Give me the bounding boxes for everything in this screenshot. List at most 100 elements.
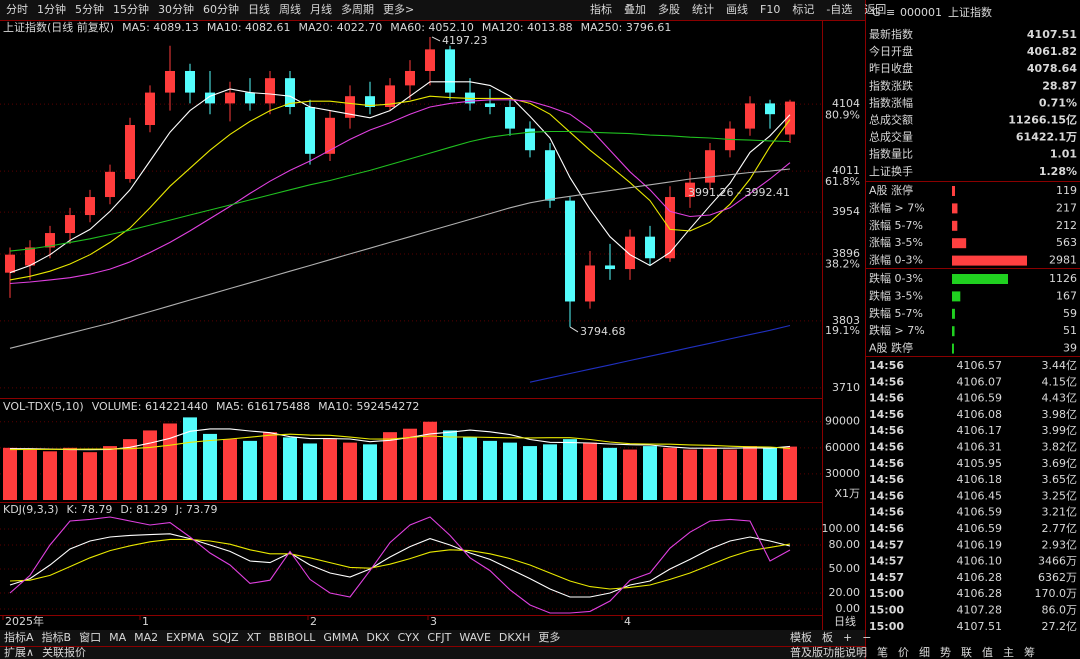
tick-time: 14:56 <box>869 506 904 519</box>
indicator-tab[interactable]: DKX <box>366 631 390 644</box>
candle-body <box>185 70 195 93</box>
breadth-bar <box>952 203 958 214</box>
tick-volume: 3.82亿 <box>1042 441 1078 454</box>
period-tab[interactable]: 60分钟 <box>203 2 239 16</box>
footer-button[interactable]: 主 <box>1003 646 1014 659</box>
footer-link[interactable]: 关联报价 <box>42 645 86 659</box>
panel-tab[interactable]: − <box>862 631 871 644</box>
footer-button[interactable]: 细 <box>919 646 930 659</box>
tick-price: 4107.28 <box>957 604 1003 617</box>
volume-bar <box>43 451 57 500</box>
candle-body <box>125 125 135 180</box>
chart-title: VOL-TDX(5,10) <box>3 400 84 413</box>
breadth-label: A股 跌停 <box>869 341 913 355</box>
indicator-tab[interactable]: BBIBOLL <box>269 631 316 644</box>
volume-bar <box>323 439 337 500</box>
panel-tab[interactable]: 模板 <box>790 630 812 644</box>
period-tab[interactable]: 30分钟 <box>158 2 194 16</box>
tick-volume: 4.15亿 <box>1042 375 1078 388</box>
tool-button[interactable]: 指标 <box>590 2 612 16</box>
indicator-tab[interactable]: 指标B <box>42 630 72 644</box>
indicator-tab[interactable]: CFJT <box>427 631 451 644</box>
tool-button[interactable]: 多股 <box>658 2 680 16</box>
stock-name: 上证指数 <box>948 5 992 19</box>
footer-button[interactable]: 联 <box>961 646 972 659</box>
legend-entry: K: 78.79 <box>67 503 113 516</box>
volume-bar <box>423 421 437 500</box>
indicator-tab[interactable]: CYX <box>398 631 420 644</box>
breadth-count: 2981 <box>1049 254 1077 267</box>
indicator-tab[interactable]: GMMA <box>323 631 359 644</box>
y-tick-label: 3803 <box>832 314 860 327</box>
footer-button[interactable]: 普及版功能说明 <box>790 645 867 659</box>
footer-link[interactable]: 扩展∧ <box>4 645 34 659</box>
tool-button[interactable]: 统计 <box>692 3 714 16</box>
breadth-bar <box>952 291 961 302</box>
tick-volume: 170.0万 <box>1035 587 1078 600</box>
candle-body <box>365 96 375 107</box>
breadth-bar <box>952 343 954 354</box>
tick-volume: 3.98亿 <box>1042 408 1078 421</box>
indicator-tab[interactable]: EXPMA <box>166 631 205 644</box>
breadth-count: 167 <box>1056 289 1077 302</box>
legend-entry: MA20: 4022.70 <box>299 21 383 34</box>
breadth-label: A股 涨停 <box>869 183 913 197</box>
tool-button[interactable]: 返回 <box>864 3 886 16</box>
period-tab[interactable]: 日线 <box>248 2 270 16</box>
quote-label: 指数涨幅 <box>869 95 913 109</box>
period-tab[interactable]: 多周期 <box>341 2 374 16</box>
period-tab[interactable]: 15分钟 <box>113 2 149 16</box>
indicator-tab[interactable]: 窗口 <box>79 630 101 644</box>
indicator-tab[interactable]: DKXH <box>499 631 531 644</box>
period-tab[interactable]: 周线 <box>279 2 301 16</box>
breadth-bar <box>952 220 958 231</box>
tool-button[interactable]: -自选 <box>826 3 852 16</box>
candle-body <box>85 197 95 216</box>
indicator-tab[interactable]: MA2 <box>134 631 158 644</box>
period-tab[interactable]: 月线 <box>310 2 332 16</box>
indicator-tab[interactable]: MA <box>109 631 126 644</box>
footer-button[interactable]: 势 <box>940 646 951 659</box>
tick-time: 14:56 <box>869 457 904 470</box>
tool-button[interactable]: 画线 <box>726 2 748 16</box>
candle-body <box>265 78 275 104</box>
indicator-tab[interactable]: WAVE <box>459 631 491 644</box>
footer-button[interactable]: 笔 <box>877 645 888 659</box>
tool-button[interactable]: 标记 <box>792 2 814 16</box>
footer-button[interactable]: 值 <box>982 646 993 659</box>
breadth-bar <box>952 274 1008 284</box>
candle-body <box>685 182 695 198</box>
tick-volume: 3.21亿 <box>1042 506 1078 519</box>
indicator-tab[interactable]: 指标A <box>4 630 34 644</box>
volume-bar <box>603 447 617 500</box>
panel-tab[interactable]: + <box>843 631 852 644</box>
indicator-tab[interactable]: SQJZ <box>212 631 239 644</box>
indicator-tab[interactable]: 更多 <box>538 630 560 644</box>
quote-label: 总成交额 <box>869 113 913 127</box>
legend-entry: MA5: 4089.13 <box>122 21 199 34</box>
footer-button[interactable]: 价 <box>898 646 909 659</box>
tick-price: 4107.51 <box>957 620 1003 633</box>
breadth-label: 涨幅 > 7% <box>869 201 925 214</box>
period-tab[interactable]: 5分钟 <box>75 2 104 16</box>
panel-tab[interactable]: 板 <box>822 630 833 644</box>
volume-bar <box>623 449 637 500</box>
date-label: 4 <box>624 615 631 628</box>
date-label: 3 <box>430 615 437 628</box>
tick-volume: 3466万 <box>1038 555 1077 568</box>
period-tab[interactable]: 更多> <box>383 2 414 16</box>
tick-time: 14:56 <box>869 473 904 486</box>
period-tab[interactable]: 1分钟 <box>37 2 66 16</box>
candle-body <box>745 103 755 129</box>
footer-button[interactable]: 筹 <box>1024 645 1035 659</box>
breadth-bar <box>952 238 967 249</box>
indicator-tab[interactable]: XT <box>247 631 261 644</box>
period-tab[interactable]: 分时 <box>6 3 28 16</box>
volume-bar <box>563 439 577 500</box>
tool-button[interactable]: F10 <box>760 3 780 16</box>
y-tick-label: 50.00 <box>829 562 861 575</box>
legend-entry: MA250: 3796.61 <box>581 21 672 34</box>
menu-icon[interactable]: ≡ <box>886 6 895 19</box>
breadth-count: 51 <box>1063 324 1077 337</box>
tool-button[interactable]: 叠加 <box>624 3 646 16</box>
